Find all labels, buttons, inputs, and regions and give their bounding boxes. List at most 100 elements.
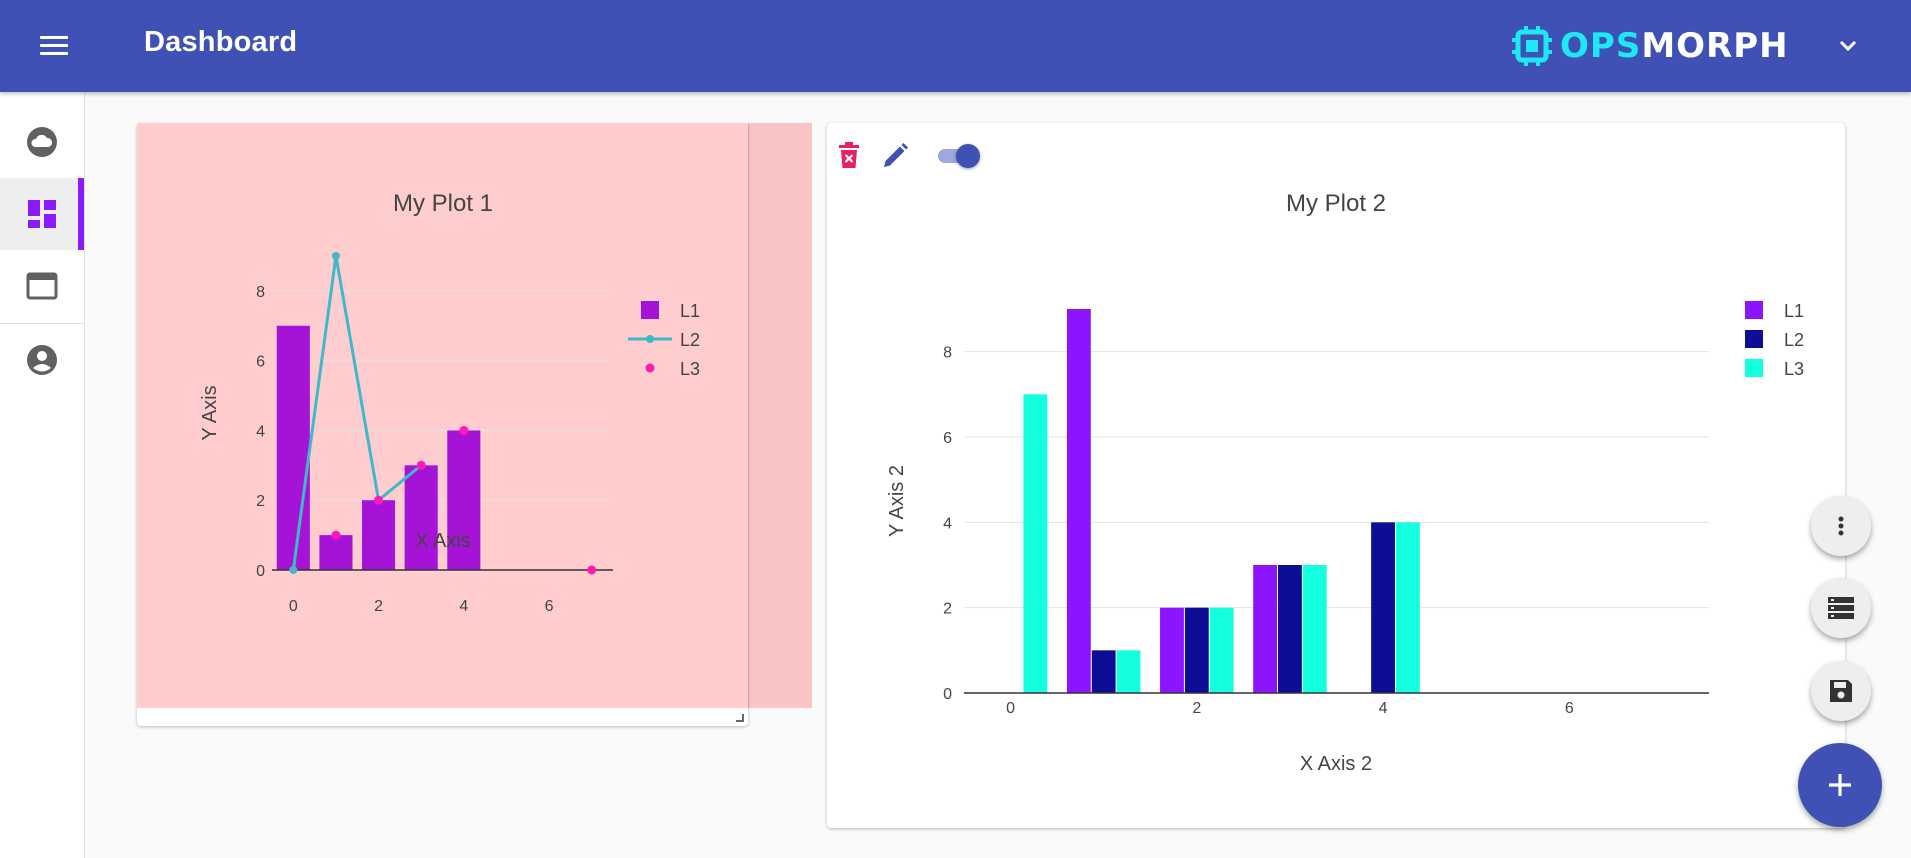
- dashboard-icon: [28, 200, 56, 228]
- y-axis-label: Y Axis: [199, 385, 221, 440]
- chart-title: My Plot 1: [393, 190, 493, 217]
- legend-label: L3: [1784, 359, 1804, 379]
- window-icon: [26, 272, 58, 300]
- y-tick-label: 2: [943, 601, 952, 618]
- x-tick-label: 0: [1006, 700, 1015, 717]
- y-tick-label: 0: [943, 686, 952, 703]
- legend-label: L1: [680, 301, 700, 321]
- chart-bar: [1160, 607, 1184, 693]
- legend-label: L1: [1784, 301, 1804, 321]
- logo-text-morph: MORPH: [1641, 26, 1789, 66]
- menu-icon-bar: [40, 44, 68, 47]
- plus-icon: [1829, 774, 1851, 796]
- more-options-button[interactable]: [1811, 496, 1871, 556]
- delete-icon: [839, 142, 859, 168]
- toggle-thumb: [956, 144, 980, 168]
- legend-swatch: [645, 363, 655, 373]
- x-tick-label: 4: [459, 598, 468, 615]
- add-plot-button[interactable]: [1798, 743, 1882, 827]
- x-axis-label: X Axis: [415, 530, 471, 552]
- y-tick-label: 6: [943, 430, 952, 447]
- legend-label: L2: [680, 330, 700, 350]
- account-circle-icon: [27, 345, 57, 375]
- chart-bar: [1278, 565, 1302, 693]
- sidebar-item-dashboard[interactable]: [0, 178, 84, 250]
- plot-visibility-toggle[interactable]: [934, 141, 980, 171]
- chart-point: [459, 425, 469, 435]
- menu-icon-bar: [40, 52, 68, 55]
- save-button[interactable]: [1811, 661, 1871, 721]
- legend-label: L2: [1784, 330, 1804, 350]
- chart-bar: [319, 535, 353, 570]
- chart-bar: [1371, 522, 1395, 693]
- legend-swatch: [1745, 359, 1763, 377]
- storage-button[interactable]: [1811, 578, 1871, 638]
- save-icon: [1830, 680, 1852, 702]
- menu-icon: [40, 36, 68, 39]
- sidebar-divider: [0, 323, 84, 324]
- chart-bar: [1066, 309, 1091, 693]
- logo-chip-icon: [1512, 26, 1552, 66]
- y-tick-label: 2: [256, 493, 265, 510]
- chart-point: [374, 495, 384, 505]
- plot-2-chart: 0 2 4 6 8 0 2 4 6 My Plot 2 X Axis 2 Y Axis 2 L1 L2 L3: [886, 190, 1804, 775]
- plot-1-chart: 0 2 4 6 8 0 2 4 6 My Plot 1 X Axis Y Axis L1 L2 L3: [199, 190, 700, 615]
- chevron-down-icon: [1839, 40, 1857, 52]
- legend-swatch-marker: [646, 335, 654, 343]
- account-menu-button[interactable]: [1834, 32, 1862, 60]
- plot-card-2[interactable]: 0 2 4 6 8 0 2 4 6 My Plot 2 X Axis 2 Y Axis 2 L1 L2 L3: [827, 123, 1845, 828]
- resize-handle[interactable]: [736, 714, 744, 722]
- x-tick-label: 2: [1192, 700, 1201, 717]
- chart-bar: [1116, 650, 1141, 693]
- y-tick-label: 4: [943, 515, 952, 532]
- chart-point: [416, 460, 426, 470]
- sidebar: [0, 92, 85, 858]
- y-axis-label: Y Axis 2: [886, 465, 908, 537]
- more-vert-icon: [1838, 516, 1844, 536]
- chart-bar: [447, 430, 481, 570]
- chart-bar: [404, 465, 438, 570]
- chart-point: [331, 530, 341, 540]
- chart-series-line: [291, 255, 423, 571]
- legend-swatch: [1745, 301, 1763, 319]
- sidebar-item-cloud[interactable]: [0, 106, 84, 178]
- plot-card-1-highlight: [137, 123, 748, 708]
- y-tick-label: 6: [256, 354, 265, 371]
- delete-plot-button[interactable]: [832, 139, 866, 173]
- logo: OPSMORPH: [1510, 24, 1789, 68]
- x-tick-label: 6: [1565, 700, 1574, 717]
- pencil-icon: [884, 143, 908, 167]
- chart-bar: [1302, 565, 1327, 693]
- x-tick-label: 2: [374, 598, 383, 615]
- chart-bar: [276, 325, 310, 570]
- sidebar-item-window[interactable]: [0, 250, 84, 322]
- chart-bar: [1253, 565, 1278, 693]
- y-tick-label: 8: [256, 284, 265, 301]
- y-tick-label: 4: [256, 423, 265, 440]
- y-tick-label: 8: [943, 345, 952, 362]
- app-bar: Dashboard OPSMORPH: [0, 0, 1911, 92]
- chart-title: My Plot 2: [1286, 190, 1386, 217]
- x-axis-label: X Axis 2: [1300, 753, 1372, 775]
- legend-label: L3: [680, 359, 700, 379]
- chart-bar: [1395, 522, 1420, 693]
- storage-icon: [1828, 597, 1854, 619]
- x-tick-label: 0: [289, 598, 298, 615]
- chart-line-point: [289, 566, 298, 574]
- chart-line-point: [331, 252, 340, 260]
- edit-plot-button[interactable]: [878, 139, 912, 173]
- chart-bar: [1023, 394, 1048, 693]
- y-tick-label: 0: [256, 563, 265, 580]
- chart-bar: [1091, 650, 1116, 693]
- menu-button[interactable]: [32, 26, 76, 66]
- plot-card-1[interactable]: 0 2 4 6 8 0 2 4 6 My Plot 1 X Axis Y Axis L1 L2 L3: [137, 123, 748, 726]
- legend-swatch: [641, 301, 659, 319]
- chart-point: [587, 565, 597, 575]
- chart-bar: [1209, 607, 1234, 693]
- drag-placeholder: [748, 123, 812, 708]
- page-title: Dashboard: [144, 26, 298, 58]
- logo-text-ops: OPS: [1560, 26, 1642, 66]
- chart-bar: [362, 500, 396, 570]
- sidebar-item-account[interactable]: [0, 324, 84, 396]
- legend-swatch: [1745, 330, 1763, 348]
